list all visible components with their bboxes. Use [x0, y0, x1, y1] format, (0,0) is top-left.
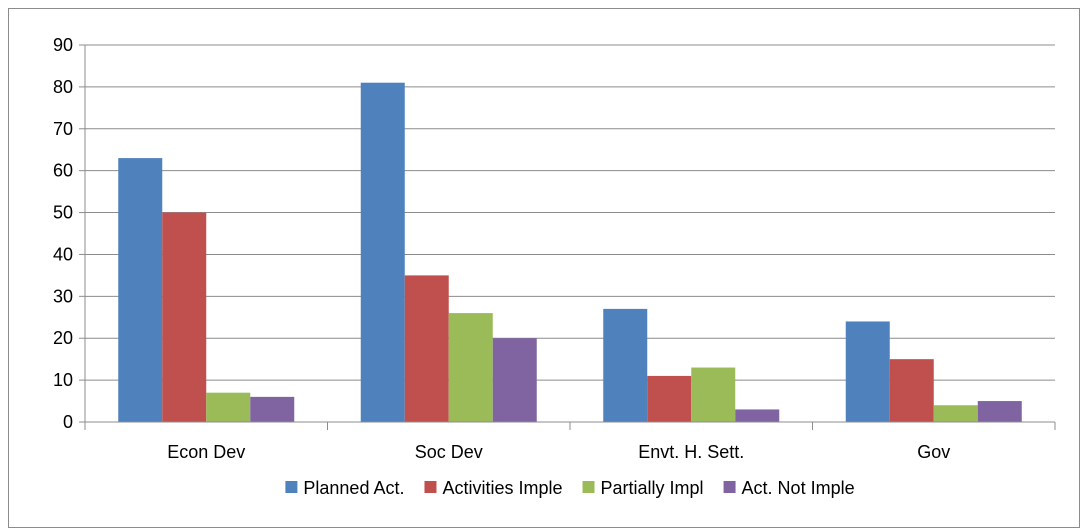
x-axis-labels: Econ Dev Soc Dev Envt. H. Sett. Gov	[167, 442, 950, 462]
y-tick-label: 10	[53, 370, 73, 390]
y-tick-label: 0	[63, 412, 73, 432]
legend-swatch	[723, 481, 736, 493]
bar	[448, 313, 493, 422]
y-tick-label: 70	[53, 119, 73, 139]
y-tick-label: 30	[53, 286, 73, 306]
x-category-label: Soc Dev	[415, 442, 483, 462]
bar	[933, 405, 978, 422]
bars	[118, 82, 1022, 422]
y-tick-label: 50	[53, 203, 73, 223]
legend: Planned Act. Activities Imple Partially Im…	[285, 478, 855, 498]
legend-swatch	[285, 481, 298, 493]
legend-label: Act. Not Imple	[742, 478, 855, 498]
bar	[603, 308, 648, 422]
bar	[118, 158, 163, 422]
bar	[360, 82, 405, 422]
bar-chart: 0 10 20 30 40 50 60 70 80 90 Econ Dev Soc Dev Envt.…	[53, 35, 1056, 498]
legend-label: Partially Impl	[601, 478, 704, 498]
bar	[845, 321, 890, 422]
legend-label: Activities Imple	[442, 478, 562, 498]
bar	[492, 338, 537, 422]
legend-swatch	[424, 481, 437, 493]
legend-swatch	[582, 481, 595, 493]
y-axis-ticks: 0 10 20 30 40 50 60 70 80 90	[53, 35, 73, 432]
x-category-label: Gov	[917, 442, 950, 462]
axes	[84, 45, 1056, 430]
bar	[206, 392, 251, 422]
y-tick-label: 40	[53, 244, 73, 264]
x-category-label: Econ Dev	[167, 442, 245, 462]
bar	[977, 401, 1022, 422]
y-tick-label: 60	[53, 161, 73, 181]
bar	[691, 367, 736, 422]
bar	[162, 212, 207, 422]
gridlines	[79, 44, 1055, 423]
x-category-label: Envt. H. Sett.	[638, 442, 744, 462]
bar	[647, 375, 692, 422]
bar	[250, 396, 295, 422]
y-tick-label: 20	[53, 328, 73, 348]
y-tick-label: 80	[53, 77, 73, 97]
bar	[404, 275, 449, 422]
y-tick-label: 90	[53, 35, 73, 55]
legend-label: Planned Act.	[303, 478, 404, 498]
bar	[735, 409, 780, 422]
bar	[889, 359, 934, 422]
